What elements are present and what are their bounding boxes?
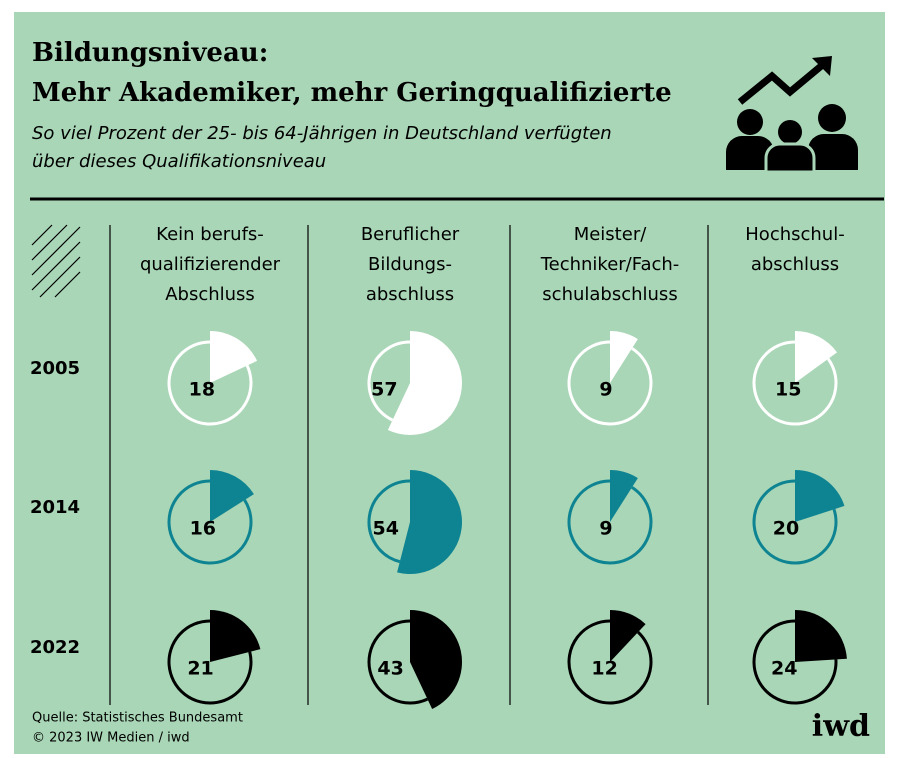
icon-body bbox=[808, 134, 858, 170]
value-label: 12 bbox=[591, 658, 617, 680]
ring bbox=[167, 479, 253, 565]
wedge bbox=[795, 610, 847, 662]
row-label: 2014 bbox=[30, 497, 80, 518]
value-label: 54 bbox=[372, 518, 398, 540]
ring bbox=[367, 619, 429, 705]
hatch bbox=[31, 224, 81, 298]
column-header: Abschluss bbox=[165, 284, 255, 305]
row-label: 2022 bbox=[30, 637, 80, 658]
value-label: 9 bbox=[599, 379, 612, 401]
value-label: 57 bbox=[371, 379, 397, 401]
wedge bbox=[610, 331, 638, 383]
wedge bbox=[610, 470, 638, 522]
icon-head bbox=[737, 109, 763, 135]
column-header: schulabschluss bbox=[542, 284, 677, 305]
column-header: abschluss bbox=[366, 284, 454, 305]
source: Quelle: Statistisches Bundesamt bbox=[32, 711, 243, 726]
copyright: © 2023 IW Medien / iwd bbox=[32, 731, 190, 746]
ring bbox=[567, 619, 653, 705]
wedge bbox=[795, 470, 845, 522]
value-label: 9 bbox=[599, 518, 612, 540]
value-label: 20 bbox=[773, 518, 799, 540]
column-header: Meister/ bbox=[574, 224, 648, 245]
value-label: 16 bbox=[190, 518, 216, 540]
icon bbox=[726, 56, 858, 174]
title-line: Bildungsniveau: bbox=[32, 38, 268, 68]
icon-body bbox=[764, 142, 816, 174]
value-label: 43 bbox=[377, 658, 403, 680]
ring bbox=[567, 340, 653, 426]
row-label: 2005 bbox=[30, 358, 80, 379]
icon-head bbox=[778, 120, 802, 144]
value-label: 21 bbox=[187, 658, 213, 680]
ring bbox=[367, 479, 410, 564]
wedge bbox=[387, 331, 462, 435]
column-header: Bildungs- bbox=[368, 254, 452, 275]
icon-arrow bbox=[737, 59, 829, 105]
wedge bbox=[610, 610, 646, 662]
ring bbox=[752, 340, 838, 426]
value-label: 18 bbox=[189, 379, 215, 401]
column-header: qualifizierender bbox=[140, 254, 281, 275]
column-header: Beruflicher bbox=[361, 224, 460, 245]
icon-body bbox=[726, 136, 774, 170]
column-header: Hochschul- bbox=[745, 224, 844, 245]
wedge bbox=[210, 331, 258, 383]
ring bbox=[752, 479, 838, 565]
value-label: 15 bbox=[775, 379, 801, 401]
logo: iwd bbox=[812, 709, 870, 744]
subtitle-line: über dieses Qualifikationsniveau bbox=[32, 151, 326, 172]
subtitle-line: So viel Prozent der 25- bis 64-Jährigen … bbox=[32, 123, 612, 144]
column-header: abschluss bbox=[751, 254, 839, 275]
column-header: Techniker/Fach- bbox=[540, 254, 680, 275]
ring bbox=[567, 479, 653, 565]
title-line: Mehr Akademiker, mehr Geringqualifiziert… bbox=[32, 78, 672, 108]
wedge bbox=[795, 331, 838, 383]
ring bbox=[167, 619, 253, 705]
icon-arrowhead bbox=[812, 56, 832, 76]
wedge bbox=[210, 610, 261, 662]
icon-head bbox=[818, 104, 846, 132]
ring bbox=[167, 340, 253, 426]
column-header: Kein berufs- bbox=[156, 224, 264, 245]
ring bbox=[367, 340, 410, 422]
wedge bbox=[210, 470, 254, 522]
wedge bbox=[397, 470, 462, 575]
ring bbox=[752, 619, 838, 705]
value-label: 24 bbox=[771, 658, 797, 680]
wedge bbox=[410, 610, 463, 710]
